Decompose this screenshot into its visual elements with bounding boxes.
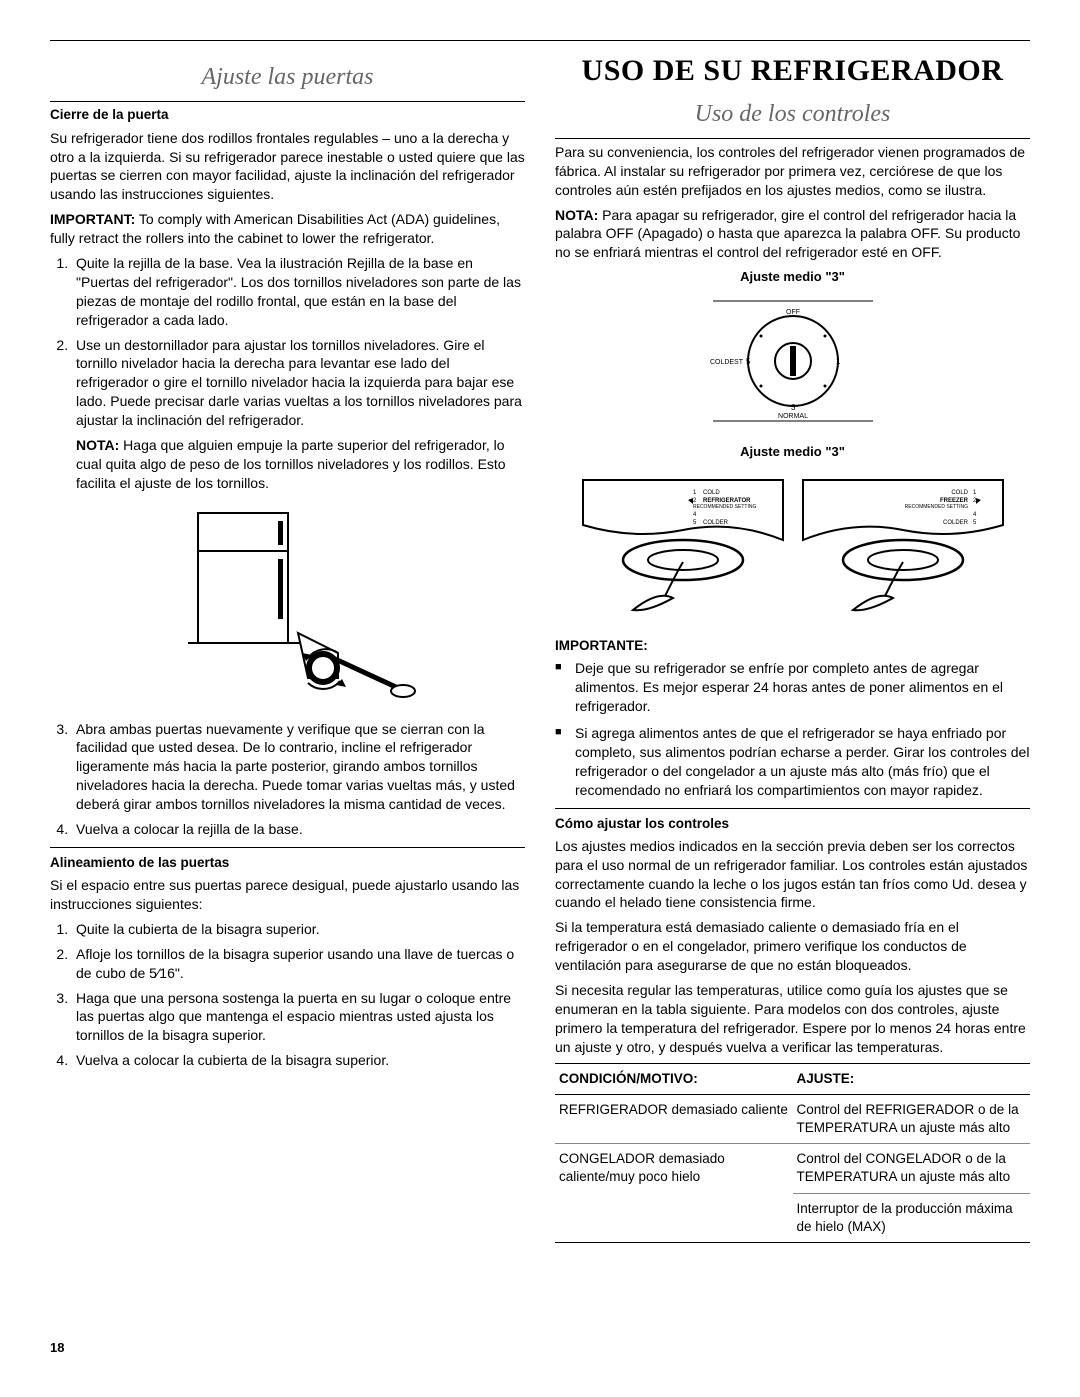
svg-text:OFF: OFF [786,309,800,316]
svg-text:RECOMMENDED SETTING: RECOMMENDED SETTING [693,504,756,510]
svg-text:COLD: COLD [703,490,720,496]
right-column: USO DE SU REFRIGERADOR Uso de los contro… [555,51,1030,1243]
main-heading: USO DE SU REFRIGERADOR [555,51,1030,92]
svg-text:COLDER: COLDER [942,520,968,526]
step: Haga que una persona sostenga la puerta … [72,989,525,1046]
svg-text:3: 3 [791,403,796,412]
table-cell: Interruptor de la producción máxima de h… [793,1193,1031,1242]
para: NOTA: Para apagar su refrigerador, gire … [555,206,1030,263]
dial-label-1: Ajuste medio "3" [555,268,1030,286]
step: Quite la rejilla de la base. Vea la ilus… [72,254,525,330]
table-cell: CONGELADOR demasiado caliente/muy poco h… [555,1144,793,1243]
para: Si necesita regular las temperaturas, ut… [555,981,1030,1057]
dial-illustration: OFF COLDEST NORMAL 5 1 3 [555,296,1030,431]
left-heading: Ajuste las puertas [50,61,525,93]
table-cell: Control del CONGELADOR o de la TEMPERATU… [793,1144,1031,1193]
svg-text:1: 1 [836,357,841,366]
subhead-alineamiento: Alineamiento de las puertas [50,847,525,872]
table-header: CONDICIÓN/MOTIVO: [555,1063,793,1094]
svg-text:COLDEST: COLDEST [709,359,743,366]
right-heading: Uso de los controles [555,98,1030,130]
left-column: Ajuste las puertas Cierre de la puerta S… [50,51,525,1243]
para: Su refrigerador tiene dos rodillos front… [50,129,525,205]
align-list: Quite la cubierta de la bisagra superior… [50,920,525,1070]
table-cell: Control del REFRIGERADOR o de la TEMPERA… [793,1094,1031,1143]
fridge-roller-illustration [50,503,525,708]
svg-text:5: 5 [746,357,751,366]
step: Vuelva a colocar la rejilla de la base. [72,820,525,839]
subhead-cierre: Cierre de la puerta [50,101,525,124]
subhead-como-ajustar: Cómo ajustar los controles [555,808,1030,833]
step: Quite la cubierta de la bisagra superior… [72,920,525,939]
svg-text:NORMAL: NORMAL [778,413,808,420]
svg-text:COLDER: COLDER [703,520,729,526]
svg-text:COLD: COLD [951,490,968,496]
para: Los ajustes medios indicados en la secci… [555,837,1030,913]
step: Vuelva a colocar la cubierta de la bisag… [72,1051,525,1070]
importante-label: IMPORTANTE: [555,637,1030,655]
steps-list-cont: Abra ambas puertas nuevamente y verifiqu… [50,720,525,839]
table-header: AJUSTE: [793,1063,1031,1094]
para: IMPORTANT: To comply with American Disab… [50,210,525,248]
importante-list: Deje que su refrigerador se enfríe por c… [555,659,1030,799]
page-number: 18 [50,1339,64,1357]
dial-label-2: Ajuste medio "3" [555,443,1030,461]
step: Use un destornillador para ajustar los t… [72,336,525,493]
step: Afloje los tornillos de la bisagra super… [72,945,525,983]
list-item: Si agrega alimentos antes de que el refr… [555,724,1030,800]
important-label: IMPORTANT: [50,211,135,227]
para: Para su conveniencia, los controles del … [555,143,1030,200]
table-cell: REFRIGERADOR demasiado caliente [555,1094,793,1143]
nota: NOTA: Haga que alguien empuje la parte s… [76,436,525,493]
svg-text:RECOMMENDED SETTING: RECOMMENDED SETTING [904,504,967,510]
list-item: Deje que su refrigerador se enfríe por c… [555,659,1030,716]
step: Abra ambas puertas nuevamente y verifiqu… [72,720,525,814]
slider-illustration: 1 COLD 2 REFRIGERATOR RECOMMENDED SETTIN… [555,470,1030,625]
para: Si la temperatura está demasiado calient… [555,918,1030,975]
steps-list: Quite la rejilla de la base. Vea la ilus… [50,254,525,493]
adjustment-table: CONDICIÓN/MOTIVO: AJUSTE: REFRIGERADOR d… [555,1063,1030,1244]
para: Si el espacio entre sus puertas parece d… [50,876,525,914]
